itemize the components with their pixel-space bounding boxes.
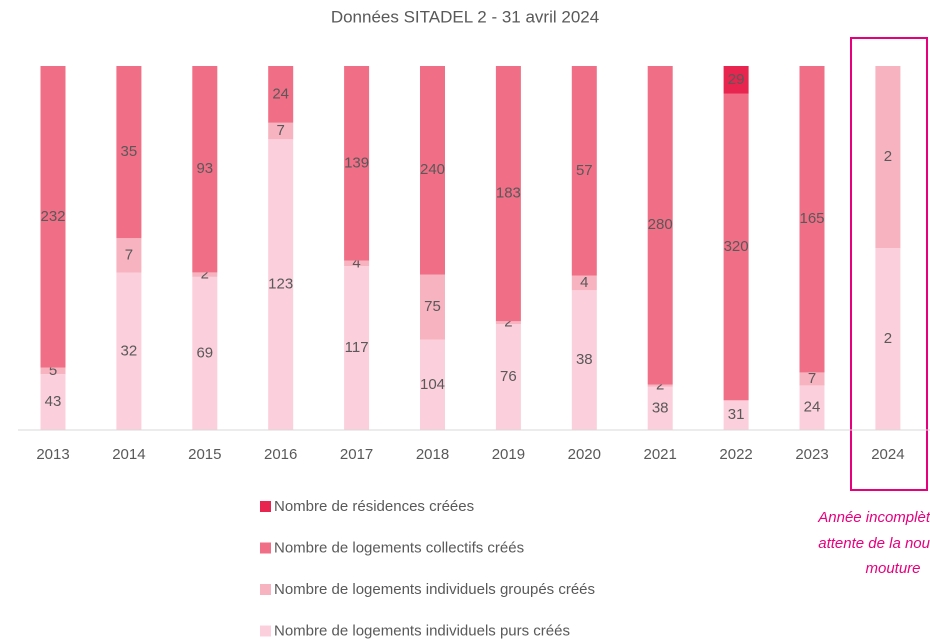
x-tick-label: 2018	[416, 446, 449, 463]
bar-segment	[647, 66, 673, 385]
bar-segment	[723, 66, 749, 94]
data-label: 24	[804, 399, 821, 416]
x-tick-label: 2019	[492, 446, 525, 463]
bar-segment	[192, 276, 218, 430]
data-label: 38	[652, 399, 669, 416]
bar-segment	[799, 66, 825, 373]
data-label: 139	[344, 154, 369, 171]
data-label: 69	[196, 344, 213, 361]
annotation: attente de la nou	[818, 535, 930, 552]
bar-segment	[268, 66, 294, 123]
data-label: 183	[496, 185, 521, 202]
bar-segment	[420, 66, 445, 275]
legend-label: Nombre de résidences créées	[274, 498, 474, 515]
bar-segment	[495, 66, 521, 322]
data-label: 75	[424, 298, 441, 315]
legend-label: Nombre de logements individuels groupés …	[274, 581, 595, 598]
data-label: 320	[724, 238, 749, 255]
x-tick-label: 2020	[568, 446, 601, 463]
legend-swatch	[260, 584, 271, 595]
data-label: 240	[420, 161, 445, 178]
bar-segment	[420, 339, 445, 430]
data-label: 32	[121, 342, 138, 359]
x-tick-label: 2017	[340, 446, 373, 463]
bar-segment	[40, 367, 66, 375]
legend-swatch	[260, 501, 271, 512]
bar-segment	[344, 266, 370, 430]
data-label: 93	[196, 160, 213, 177]
bar-segment	[571, 290, 597, 430]
x-tick-label: 2015	[188, 446, 221, 463]
bar-segment	[116, 272, 142, 430]
data-label: 38	[576, 351, 593, 368]
data-label: 29	[728, 71, 745, 88]
data-label: 2	[504, 314, 512, 331]
x-tick-label: 2013	[36, 446, 69, 463]
x-tick-label: 2024	[871, 446, 904, 463]
data-label: 31	[728, 406, 745, 423]
bar-segment	[344, 260, 370, 267]
data-label: 76	[500, 368, 517, 385]
bar-segment	[723, 400, 749, 430]
legend-swatch	[260, 625, 271, 637]
bar-segment	[116, 66, 142, 239]
data-label: 7	[277, 122, 285, 139]
annotation: mouture	[865, 560, 920, 577]
bar-segment	[799, 385, 825, 430]
data-label: 2	[656, 377, 664, 394]
data-label: 232	[40, 208, 65, 225]
data-label: 5	[49, 362, 57, 379]
data-label: 2	[884, 148, 892, 165]
data-label: 165	[799, 210, 824, 227]
data-label: 123	[268, 276, 293, 293]
x-tick-label: 2022	[719, 446, 752, 463]
x-tick-label: 2014	[112, 446, 145, 463]
bar-segment	[40, 66, 66, 368]
chart-title: Données SITADEL 2 - 31 avril 2024	[331, 7, 599, 26]
x-tick-label: 2023	[795, 446, 828, 463]
bar-segment	[116, 238, 142, 273]
data-label: 280	[648, 216, 673, 233]
bar-segment	[875, 66, 901, 248]
bar-segment	[647, 384, 673, 387]
data-label: 7	[125, 246, 133, 263]
bar-segment	[420, 274, 445, 340]
bar-segment	[192, 66, 218, 273]
bar-segment	[495, 321, 521, 325]
bar-segment	[571, 66, 597, 276]
data-label: 7	[808, 370, 816, 387]
data-label: 57	[576, 162, 593, 179]
legend-label: Nombre de logements individuels purs cré…	[274, 622, 570, 639]
bar-segment	[647, 386, 673, 430]
bar-segment	[192, 272, 218, 277]
data-label: 43	[45, 393, 62, 410]
bar-segment	[268, 139, 294, 431]
highlight-box	[850, 37, 928, 491]
annotation: Année incomplèt	[817, 509, 930, 526]
bar-segment	[268, 122, 294, 140]
bar-segment	[40, 374, 66, 430]
data-label: 4	[580, 274, 588, 291]
bar-segment	[495, 324, 521, 430]
data-label: 4	[352, 254, 360, 271]
legend-label: Nombre de logements collectifs créés	[274, 539, 524, 556]
data-label: 2	[201, 266, 209, 283]
data-label: 117	[345, 339, 369, 356]
data-label: 104	[420, 376, 445, 393]
legend-swatch	[260, 542, 271, 554]
bar-segment	[799, 372, 825, 386]
bar-segment	[571, 275, 597, 291]
bar-segment	[875, 248, 901, 430]
x-tick-label: 2016	[264, 446, 297, 463]
x-tick-label: 2021	[644, 446, 677, 463]
data-label: 2	[884, 330, 892, 347]
bar-segment	[344, 66, 370, 261]
data-label: 35	[121, 143, 138, 160]
data-label: 24	[272, 85, 289, 102]
bar-segment	[723, 93, 749, 401]
